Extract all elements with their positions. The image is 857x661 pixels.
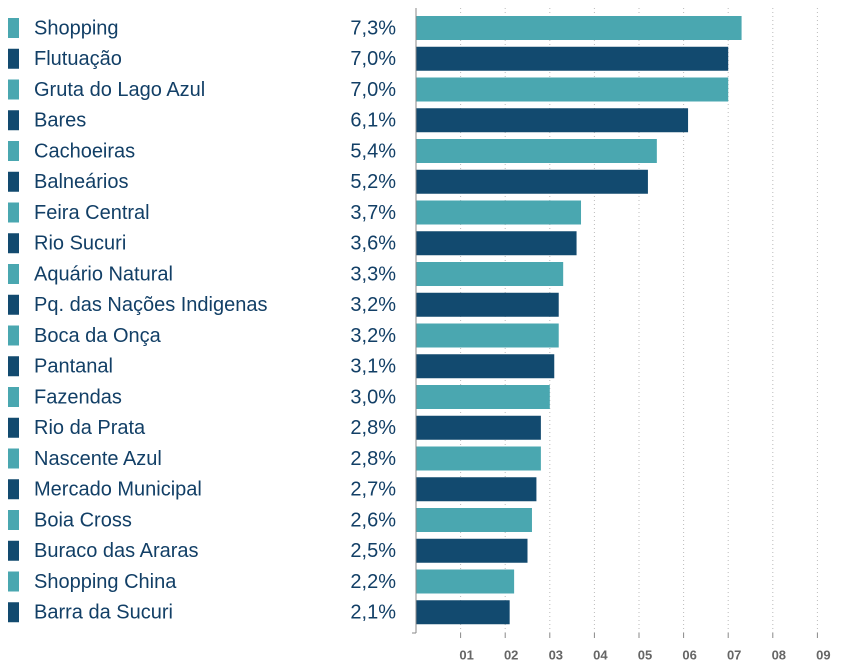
category-label: Nascente Azul — [34, 448, 162, 470]
category-label: Balneários — [34, 171, 129, 193]
legend-swatch — [8, 141, 19, 161]
x-tick-label: 03 — [549, 647, 563, 661]
value-label: 2,6% — [350, 509, 396, 531]
legend-swatch — [8, 264, 19, 284]
value-label: 7,0% — [350, 79, 396, 101]
category-label: Aquário Natural — [34, 263, 173, 285]
bar — [416, 569, 515, 594]
bar — [416, 477, 537, 502]
value-label: 7,0% — [350, 48, 396, 70]
category-label: Boca da Onça — [34, 325, 162, 347]
legend-swatch — [8, 18, 19, 38]
legend-swatch — [8, 510, 19, 530]
bar — [416, 292, 559, 317]
bar — [416, 354, 555, 379]
bar — [416, 385, 550, 409]
legend-swatch — [8, 602, 19, 623]
category-label: Rio Sucuri — [34, 233, 126, 255]
bar — [416, 323, 559, 348]
bar — [416, 538, 528, 563]
category-label: Barra da Sucuri — [34, 602, 173, 624]
x-tick-label: 01 — [459, 647, 473, 661]
value-label: 2,7% — [350, 479, 396, 501]
value-label: 3,3% — [350, 263, 396, 285]
value-label: 5,2% — [350, 171, 396, 193]
category-label: Flutuação — [34, 48, 122, 70]
legend-swatch — [8, 294, 19, 315]
bar — [416, 262, 564, 286]
category-label: Shopping China — [34, 571, 177, 593]
category-label: Feira Central — [34, 202, 150, 224]
x-tick-label: 09 — [816, 647, 830, 661]
legend-swatch — [8, 417, 19, 438]
legend-swatch — [8, 233, 19, 254]
bar — [416, 415, 541, 440]
value-label: 2,1% — [350, 602, 396, 624]
value-label: 5,4% — [350, 140, 396, 162]
category-label: Rio da Prata — [34, 417, 146, 439]
legend-swatch — [8, 571, 19, 592]
legend-swatch — [8, 387, 19, 407]
value-label: 3,2% — [350, 294, 396, 316]
bar — [416, 139, 657, 163]
legend-swatch — [8, 356, 19, 377]
legend-swatch — [8, 479, 19, 500]
category-label: Shopping — [34, 17, 119, 39]
value-label: 2,8% — [350, 448, 396, 470]
bar — [416, 508, 532, 532]
value-label: 3,6% — [350, 233, 396, 255]
value-label: 2,8% — [350, 417, 396, 439]
bar — [416, 200, 582, 225]
bar — [416, 77, 729, 102]
value-label: 6,1% — [350, 110, 396, 132]
legend-swatch — [8, 540, 19, 561]
category-label: Boia Cross — [34, 509, 132, 531]
x-tick-label: 02 — [504, 647, 518, 661]
value-label: 2,5% — [350, 540, 396, 562]
bar — [416, 16, 742, 40]
bar — [416, 231, 577, 256]
value-label: 3,2% — [350, 325, 396, 347]
bar — [416, 46, 729, 71]
category-label: Cachoeiras — [34, 140, 135, 162]
bar — [416, 446, 541, 471]
bar — [416, 600, 510, 625]
value-label: 7,3% — [350, 17, 396, 39]
category-label: Pq. das Nações Indigenas — [34, 294, 268, 316]
legend-swatch — [8, 110, 19, 131]
x-tick-label: 08 — [772, 647, 786, 661]
category-label: Mercado Municipal — [34, 479, 202, 501]
x-tick-label: 06 — [682, 647, 696, 661]
x-tick-label: 05 — [638, 647, 652, 661]
bar — [416, 169, 648, 194]
x-tick-label: 04 — [593, 647, 608, 661]
category-label: Gruta do Lago Azul — [34, 79, 205, 101]
value-label: 3,1% — [350, 356, 396, 378]
legend-swatch — [8, 202, 19, 223]
legend-swatch — [8, 171, 19, 192]
value-label: 3,7% — [350, 202, 396, 224]
legend-swatch — [8, 48, 19, 69]
value-label: 2,2% — [350, 571, 396, 593]
legend-swatch — [8, 79, 19, 100]
x-tick-label: 07 — [727, 647, 741, 661]
category-label: Bares — [34, 110, 86, 132]
category-label: Buraco das Araras — [34, 540, 199, 562]
bar — [416, 108, 689, 133]
legend-swatch — [8, 448, 19, 469]
value-label: 3,0% — [350, 386, 396, 408]
category-label: Fazendas — [34, 386, 122, 408]
category-label: Pantanal — [34, 356, 113, 378]
legend-swatch — [8, 325, 19, 346]
